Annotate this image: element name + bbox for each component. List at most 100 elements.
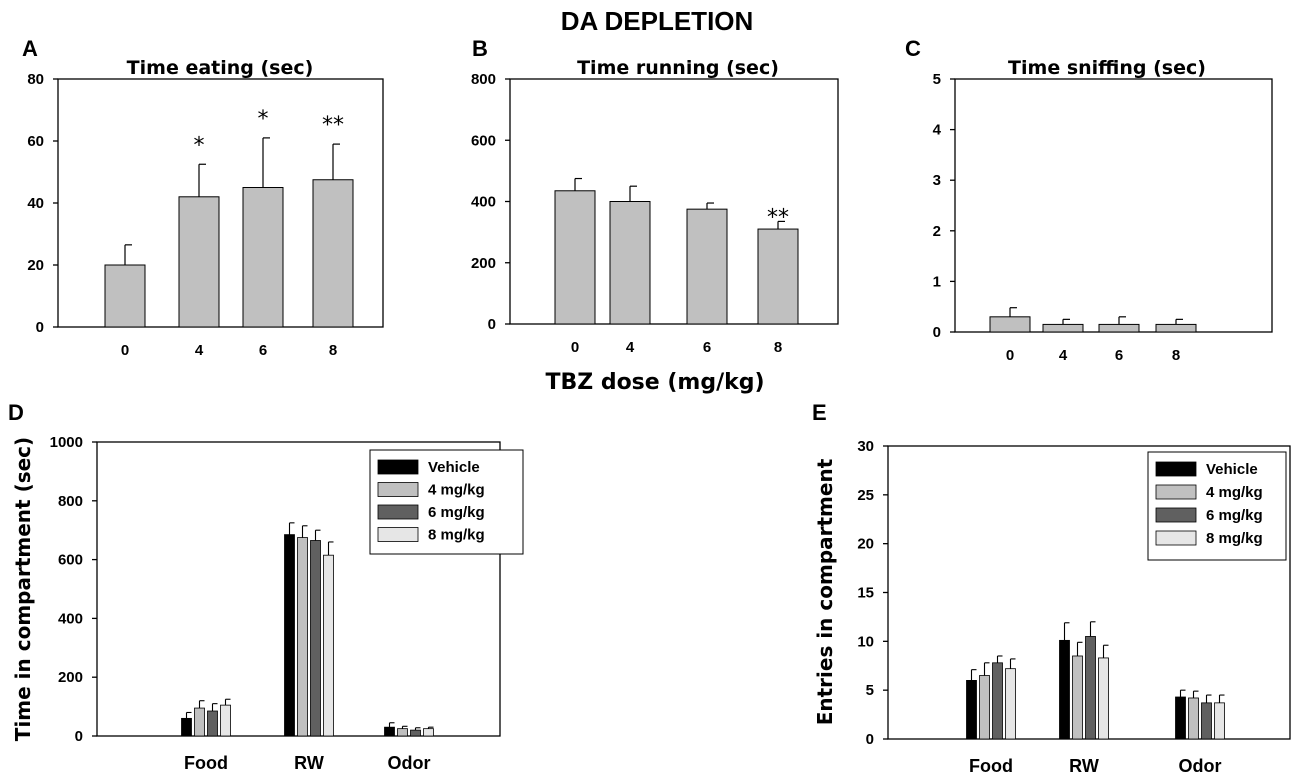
bar bbox=[423, 728, 434, 737]
x-tick-label: Food bbox=[184, 753, 228, 773]
significance-marker: * bbox=[194, 133, 205, 158]
x-tick-label: Odor bbox=[388, 753, 431, 773]
legend: Vehicle 4 mg/kg 6 mg/kg 8 mg/kg bbox=[1147, 451, 1287, 561]
panel-d: D 0 200 400 600 800 1000 Time in compartment (s… bbox=[8, 400, 524, 773]
panel-b: B Time running (sec) 0 200 400 600 800 0 4 6 ** 8 bbox=[471, 36, 839, 356]
y-tick-label: 2 bbox=[933, 223, 941, 240]
bar bbox=[966, 680, 977, 740]
bar bbox=[686, 208, 728, 325]
panel-label: E bbox=[812, 400, 827, 425]
chart-title: Time eating (sec) bbox=[127, 57, 314, 79]
bar bbox=[1098, 323, 1140, 333]
legend-swatch bbox=[1155, 484, 1197, 500]
y-tick-label: 200 bbox=[471, 255, 496, 272]
panel-label: C bbox=[905, 36, 921, 61]
x-tick-label: 8 bbox=[774, 339, 782, 356]
x-tick-label: RW bbox=[1069, 756, 1099, 776]
x-tick-label: 4 bbox=[626, 339, 635, 356]
bar bbox=[242, 187, 284, 328]
bar bbox=[194, 707, 205, 737]
bar bbox=[297, 537, 308, 737]
y-tick-label: 400 bbox=[471, 194, 496, 211]
legend-swatch bbox=[1155, 507, 1197, 523]
bar bbox=[1072, 655, 1083, 740]
legend-label: 6 mg/kg bbox=[1206, 507, 1263, 524]
y-tick-label: 20 bbox=[27, 257, 44, 274]
bar bbox=[1155, 323, 1197, 333]
legend-label: Vehicle bbox=[428, 459, 480, 476]
significance-marker: * bbox=[258, 107, 269, 132]
legend-label: 8 mg/kg bbox=[1206, 530, 1263, 547]
x-tick-label: 6 bbox=[703, 339, 711, 356]
y-tick-label: 60 bbox=[27, 133, 44, 150]
bar bbox=[178, 196, 220, 328]
x-tick-label: 6 bbox=[1115, 347, 1123, 364]
legend-swatch bbox=[377, 459, 419, 475]
legend: Vehicle 4 mg/kg 6 mg/kg 8 mg/kg bbox=[369, 449, 524, 555]
y-tick-label: 0 bbox=[75, 728, 83, 745]
y-tick-label: 80 bbox=[27, 71, 44, 88]
bar bbox=[1005, 668, 1016, 740]
bar bbox=[104, 264, 146, 328]
y-tick-label: 15 bbox=[857, 585, 874, 602]
y-tick-label: 25 bbox=[857, 487, 874, 504]
y-tick-label: 200 bbox=[58, 669, 83, 686]
bar bbox=[410, 729, 421, 737]
legend-swatch bbox=[377, 527, 419, 542]
y-tick-label: 20 bbox=[857, 536, 874, 553]
chart-title: Time sniffing (sec) bbox=[1008, 57, 1206, 79]
x-tick-label: 8 bbox=[1172, 347, 1180, 364]
y-axis-label: Time in compartment (sec) bbox=[11, 437, 35, 741]
chart-title: Time running (sec) bbox=[577, 57, 779, 79]
x-tick-label: Food bbox=[969, 756, 1013, 776]
x-tick-label: 4 bbox=[1059, 347, 1068, 364]
y-tick-label: 0 bbox=[36, 319, 44, 336]
bar bbox=[220, 704, 231, 737]
y-tick-label: 5 bbox=[933, 71, 941, 88]
y-tick-label: 400 bbox=[58, 610, 83, 627]
bar bbox=[554, 190, 596, 325]
y-tick-label: 0 bbox=[933, 324, 941, 341]
bar bbox=[1042, 323, 1084, 333]
plot-frame bbox=[954, 78, 1273, 333]
x-tick-label: 0 bbox=[121, 342, 129, 359]
figure-title: DA DEPLETION bbox=[561, 6, 754, 36]
bar bbox=[609, 201, 651, 325]
panel-label: B bbox=[472, 36, 488, 61]
x-tick-label: 0 bbox=[1006, 347, 1014, 364]
shared-x-axis-label: TBZ dose (mg/kg) bbox=[545, 370, 764, 395]
y-tick-label: 0 bbox=[488, 316, 496, 333]
x-tick-label: RW bbox=[294, 753, 324, 773]
x-tick-label: 8 bbox=[329, 342, 337, 359]
bar bbox=[397, 728, 408, 737]
panel-e: E 0 5 10 15 20 25 30 Entries in compartment Food R… bbox=[812, 400, 1291, 776]
y-tick-label: 5 bbox=[866, 682, 874, 699]
bar bbox=[1175, 696, 1186, 740]
panel-a: A Time eating (sec) 0 20 40 60 80 0 * 4 * 6 ** 8 bbox=[22, 36, 384, 359]
bar bbox=[181, 717, 192, 737]
y-tick-label: 800 bbox=[471, 71, 496, 88]
y-tick-label: 4 bbox=[933, 122, 942, 139]
legend-swatch bbox=[1155, 530, 1197, 546]
bar bbox=[1059, 639, 1070, 740]
y-tick-label: 600 bbox=[58, 552, 83, 569]
y-tick-label: 0 bbox=[866, 731, 874, 748]
bar bbox=[989, 316, 1031, 333]
x-tick-label: 0 bbox=[571, 339, 579, 356]
bar bbox=[992, 662, 1003, 740]
bar bbox=[979, 675, 990, 740]
y-axis-label: Entries in compartment bbox=[813, 458, 837, 725]
bar bbox=[1201, 702, 1212, 740]
legend-swatch bbox=[377, 482, 419, 497]
y-tick-label: 800 bbox=[58, 493, 83, 510]
panel-label: A bbox=[22, 36, 38, 61]
panel-label: D bbox=[8, 400, 24, 425]
legend-label: 8 mg/kg bbox=[428, 527, 485, 544]
legend-swatch bbox=[377, 504, 419, 520]
panel-c: C Time sniffing (sec) 0 1 2 3 4 5 0 4 6 8 bbox=[905, 36, 1273, 364]
y-tick-label: 1 bbox=[933, 273, 941, 290]
y-tick-label: 40 bbox=[27, 195, 44, 212]
x-tick-label: Odor bbox=[1179, 756, 1222, 776]
y-tick-label: 30 bbox=[857, 438, 874, 455]
